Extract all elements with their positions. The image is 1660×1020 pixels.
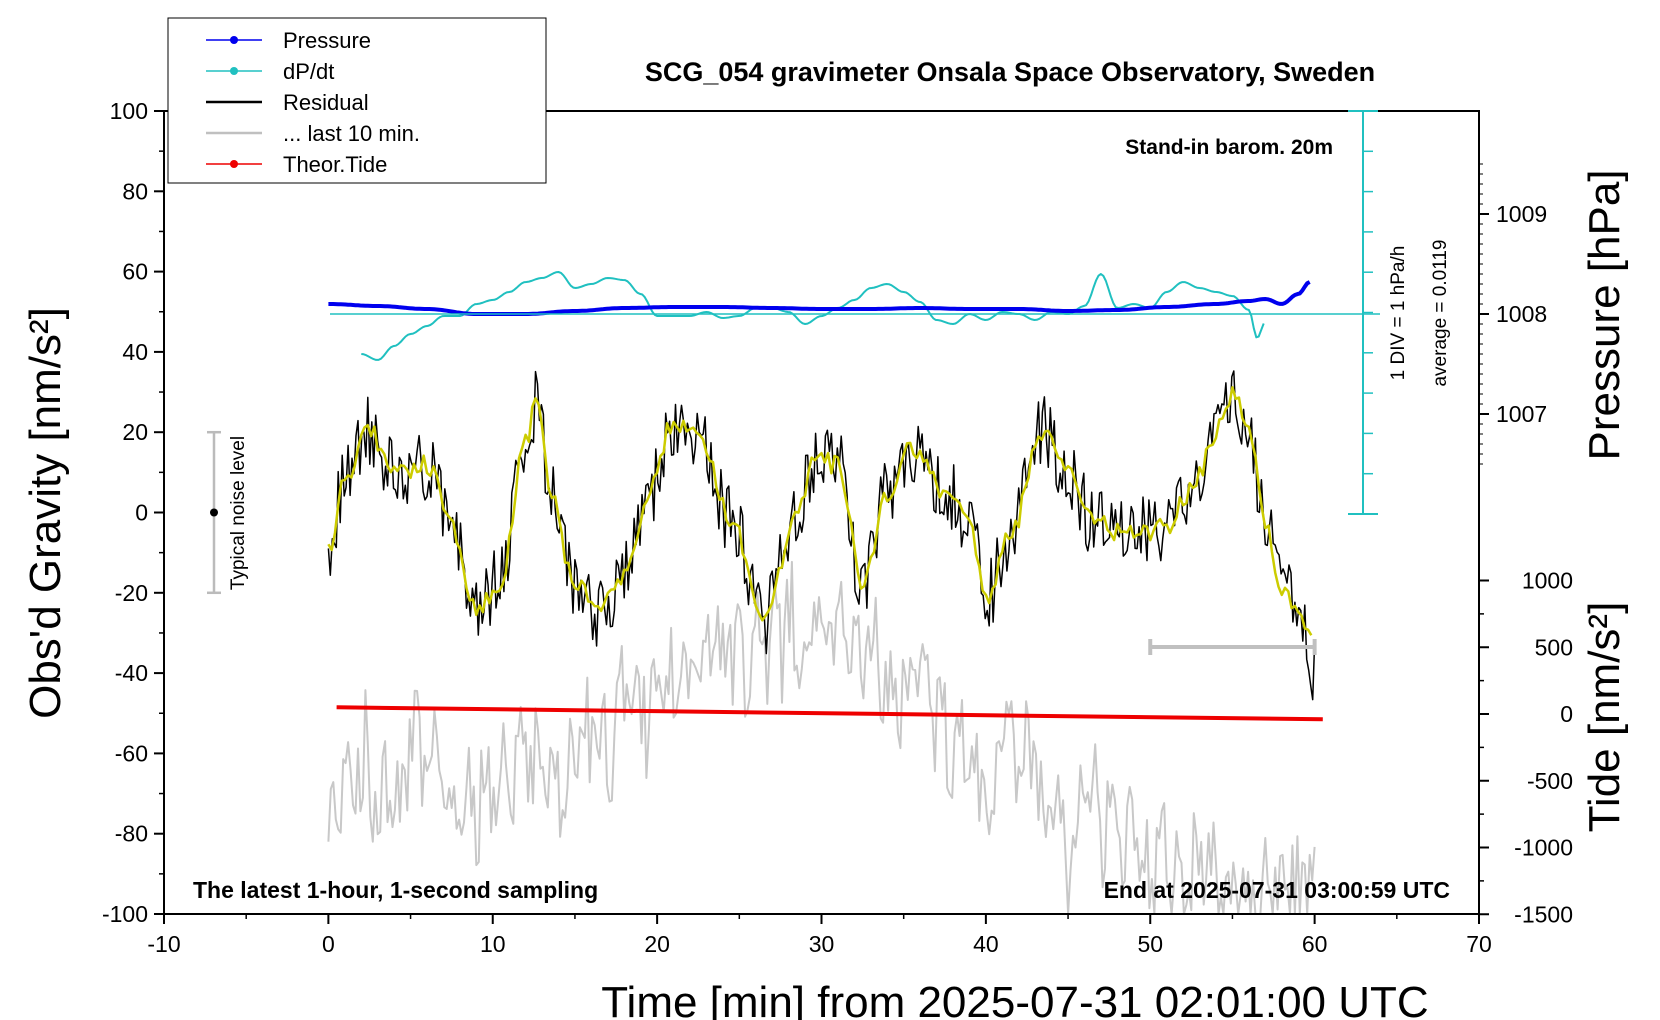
legend-label-2: Residual bbox=[283, 90, 369, 115]
y-tick-label: 60 bbox=[122, 259, 148, 285]
average-note: average = 0.0119 bbox=[1430, 239, 1451, 386]
axes-layer: -10 0 10 20 30 40 50 60 70100806040200-20-40-60-… bbox=[102, 98, 1573, 957]
tide-tick-label: -1000 bbox=[1514, 835, 1573, 861]
unfiltered-gravity-line bbox=[327, 560, 1316, 915]
tide-tick-label: -500 bbox=[1527, 768, 1573, 794]
x-tick-label: 70 bbox=[1466, 931, 1492, 957]
legend-dot-4 bbox=[230, 160, 238, 168]
noise-note: Typical noise level bbox=[228, 436, 249, 590]
x-tick-label: 20 bbox=[644, 931, 670, 957]
series-layer bbox=[327, 271, 1323, 915]
legend-label-4: Theor.Tide bbox=[283, 152, 387, 177]
pressure-tick-label: 1009 bbox=[1496, 201, 1547, 227]
legend-label-3: ... last 10 min. bbox=[283, 121, 420, 146]
legend-box bbox=[167, 17, 547, 184]
legend-dot-0 bbox=[230, 36, 238, 44]
y-tick-label: -20 bbox=[115, 580, 148, 606]
x-tick-label: -10 bbox=[147, 931, 180, 957]
y-axis-label: Obs'd Gravity [nm/s²] bbox=[21, 307, 70, 719]
y-tick-label: -60 bbox=[115, 740, 148, 766]
y-tick-label: 40 bbox=[122, 339, 148, 365]
legend-label-1: dP/dt bbox=[283, 59, 334, 84]
scale-div-note: 1 DIV = 1 hPa/h bbox=[1388, 246, 1409, 381]
noise-dot bbox=[210, 508, 218, 517]
x-tick-label: 60 bbox=[1302, 931, 1328, 957]
x-tick-label: 40 bbox=[973, 931, 999, 957]
x-tick-label: 0 bbox=[322, 931, 335, 957]
tide-axis-label: Tide [nm/s²] bbox=[1580, 602, 1629, 833]
y-tick-label: 20 bbox=[122, 419, 148, 445]
barometer-note: Stand-in barom. 20m bbox=[1125, 136, 1333, 159]
y-tick-label: -80 bbox=[115, 821, 148, 847]
pressure-tick-label: 1008 bbox=[1496, 301, 1547, 327]
theoretical-tide-line bbox=[336, 705, 1323, 722]
x-axis-label: Time [min] from 2025-07-31 02:01:00 UTC bbox=[601, 978, 1428, 1020]
end-time-note: End at 2025-07-31 03:00:59 UTC bbox=[1104, 877, 1450, 903]
pressure-axis-label: Pressure [hPa] bbox=[1580, 169, 1629, 460]
sampling-note: The latest 1-hour, 1-second sampling bbox=[193, 877, 598, 903]
x-tick-label: 10 bbox=[480, 931, 506, 957]
x-tick-label: 30 bbox=[809, 931, 835, 957]
residual-line bbox=[327, 370, 1316, 701]
y-tick-label: 80 bbox=[122, 178, 148, 204]
legend-label-0: Pressure bbox=[283, 28, 371, 53]
chart-title: SCG_054 gravimeter Onsala Space Observat… bbox=[645, 57, 1375, 87]
x-tick-label: 50 bbox=[1137, 931, 1163, 957]
pressure-tick-label: 1007 bbox=[1496, 401, 1547, 427]
tide-tick-label: 1000 bbox=[1522, 568, 1573, 594]
y-tick-label: 100 bbox=[110, 98, 148, 124]
y-tick-label: -40 bbox=[115, 660, 148, 686]
tide-tick-label: -1500 bbox=[1514, 901, 1573, 927]
legend-dot-1 bbox=[230, 67, 238, 75]
tide-tick-label: 500 bbox=[1535, 634, 1573, 660]
y-tick-label: 0 bbox=[135, 500, 148, 526]
smoothed-residual-line bbox=[327, 386, 1313, 636]
y-tick-label: -100 bbox=[102, 901, 148, 927]
tide-tick-label: 0 bbox=[1560, 701, 1573, 727]
dpdt-line bbox=[361, 271, 1265, 361]
legend: Pressure dP/dt Residual ... last 10 min. The… bbox=[167, 17, 547, 184]
